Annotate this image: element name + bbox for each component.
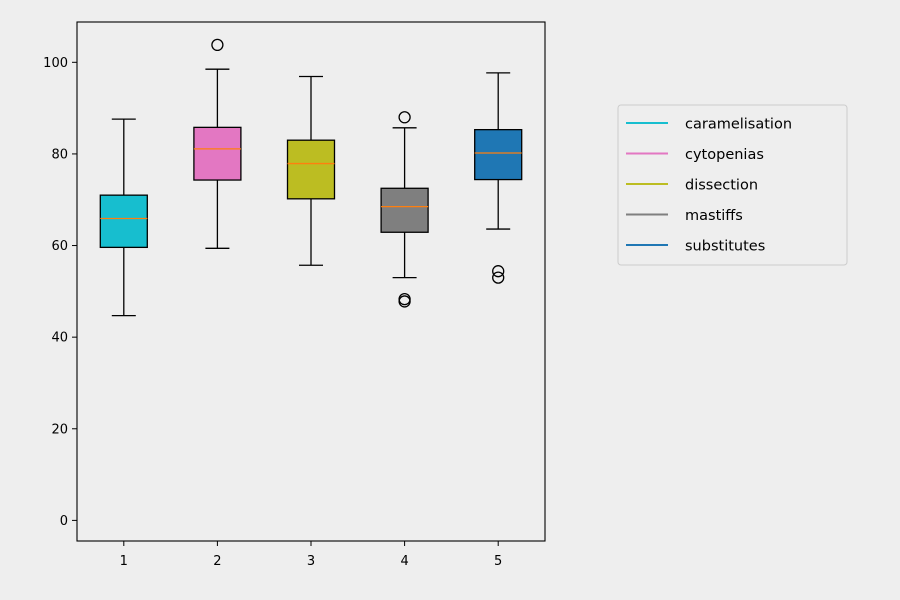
box-group [99,118,148,317]
box-group [286,75,336,266]
y-tick-label: 80 [51,147,68,162]
x-axis: 1 2 3 4 5 [120,541,502,569]
box [99,194,148,249]
x-tick-label: 1 [120,554,128,569]
legend-label: dissection [685,178,758,194]
legend-label: mastiffs [685,208,743,224]
x-tick-label: 4 [400,554,408,569]
y-tick-label: 100 [43,56,68,71]
y-axis: 0 20 40 60 80 100 [43,56,77,529]
box [286,139,336,200]
y-tick-label: 20 [51,422,68,437]
box-group [474,72,523,284]
box [474,128,523,181]
outlier-point [398,295,411,308]
legend: caramelisation cytopenias dissection mastif… [617,104,848,266]
outlier-point [492,265,505,278]
box [380,187,429,233]
outlier-point [492,271,505,284]
legend-label: substitutes [685,239,765,255]
x-tick-label: 2 [213,554,221,569]
legend-label: caramelisation [685,117,792,133]
box-group [380,111,429,308]
outlier-point [211,38,224,52]
legend-label: cytopenias [685,147,764,163]
x-tick-label: 5 [494,554,502,569]
box [193,126,242,181]
boxes-layer [99,38,523,317]
x-tick-label: 3 [307,554,315,569]
y-tick-label: 0 [60,514,68,529]
box-group [193,38,242,249]
y-tick-label: 40 [51,331,68,346]
legend-frame [617,104,848,266]
y-tick-label: 60 [51,239,68,254]
outlier-point [398,111,411,124]
